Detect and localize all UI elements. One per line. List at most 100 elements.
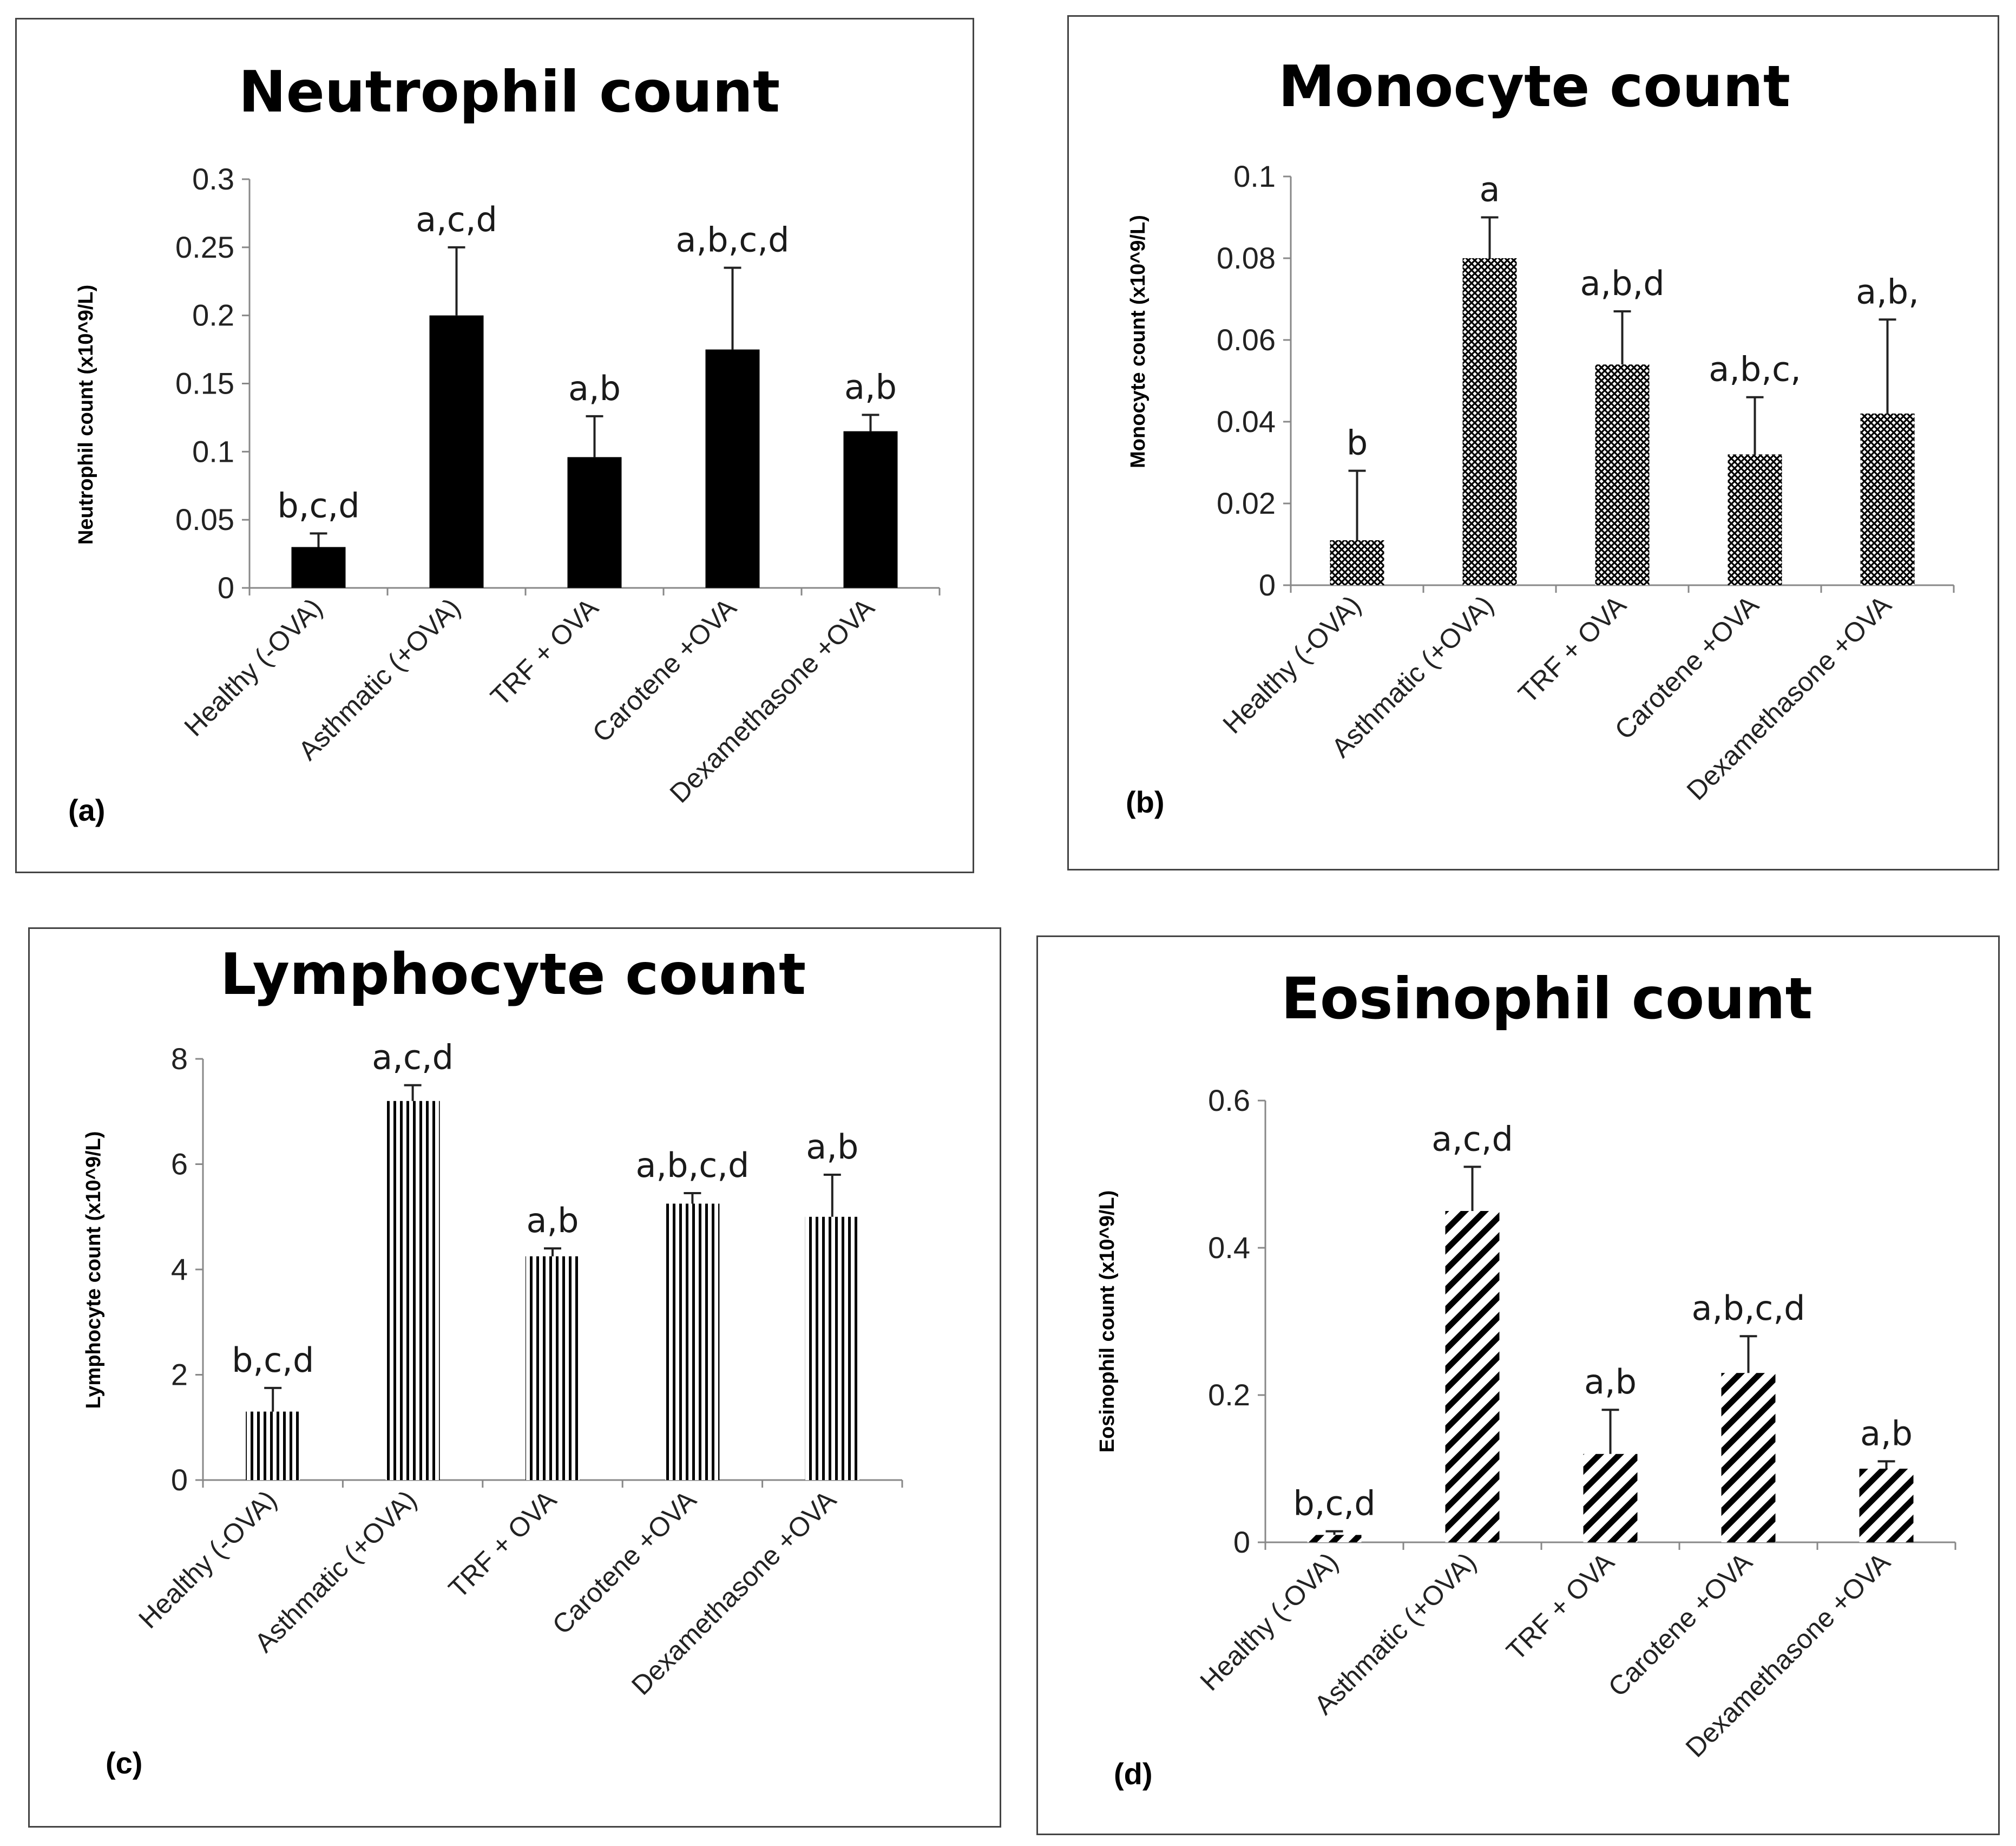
error-bar xyxy=(823,1173,841,1217)
y-tick-label: 4 xyxy=(171,1252,188,1286)
panel-label: (b) xyxy=(1126,785,1165,819)
x-tick-label: Healthy (-OVA) xyxy=(1194,1547,1344,1697)
panel-monocyte: Monocyte count (b) Monocyte count (x10^9/L… xyxy=(1067,15,1999,870)
x-tick-label: TRF + OVA xyxy=(1501,1547,1620,1666)
x-tick-label: Carotene +OVA xyxy=(547,1484,702,1640)
y-tick-label: 0.1 xyxy=(192,434,234,468)
significance-label: b,c,d xyxy=(232,1340,314,1380)
chart-title: Eosinophil count xyxy=(1281,966,1813,1032)
error-bar xyxy=(1325,1530,1343,1535)
chart-title: Neutrophil count xyxy=(239,59,780,125)
x-tick-label: TRF + OVA xyxy=(485,592,605,712)
bar xyxy=(1721,1373,1776,1542)
y-tick-label: 0.15 xyxy=(175,366,234,401)
x-tick-label: TRF + OVA xyxy=(1513,590,1632,709)
significance-label: a,b, xyxy=(1856,272,1919,311)
y-tick-label: 0.06 xyxy=(1217,323,1276,357)
y-tick-label: 0.2 xyxy=(1208,1378,1250,1412)
x-tick-label: Carotene +OVA xyxy=(1609,590,1765,745)
bar xyxy=(246,1411,300,1480)
y-tick-label: 0.4 xyxy=(1208,1230,1250,1265)
significance-label: b xyxy=(1347,423,1368,463)
bar xyxy=(705,349,760,588)
bar xyxy=(291,547,346,588)
panel-label: (c) xyxy=(106,1746,142,1780)
y-tick-label: 0.04 xyxy=(1217,404,1276,438)
significance-label: b,c,d xyxy=(277,486,359,525)
error-bar xyxy=(586,415,603,457)
significance-label: a,b,c,d xyxy=(635,1145,749,1185)
error-bar xyxy=(404,1084,422,1101)
x-tick-label: Carotene +OVA xyxy=(587,592,743,748)
error-bar xyxy=(1481,216,1499,258)
error-bar xyxy=(1877,1460,1895,1469)
error-bar xyxy=(1746,396,1764,455)
bar xyxy=(1728,454,1782,585)
chart-title: Lymphocyte count xyxy=(220,941,806,1007)
y-tick-label: 0 xyxy=(1233,1525,1250,1559)
significance-label: a,b,c, xyxy=(1709,350,1801,389)
y-tick-label: 2 xyxy=(171,1358,188,1392)
error-bar xyxy=(1601,1409,1619,1454)
bar xyxy=(385,1101,440,1480)
error-bar xyxy=(724,266,741,350)
y-tick-label: 6 xyxy=(171,1147,188,1181)
panel-label: (d) xyxy=(1114,1757,1153,1791)
significance-label: a,c,d xyxy=(416,200,497,239)
bar xyxy=(1307,1535,1362,1542)
significance-label: a,b xyxy=(1584,1362,1637,1402)
significance-label: a,b xyxy=(806,1127,858,1167)
error-bar xyxy=(862,414,879,431)
y-axis-label: Monocyte count (x10^9/L) xyxy=(1127,215,1150,468)
chart-eosinophil: Eosinophil count (d) Eosinophil count (x10… xyxy=(1096,966,1956,1791)
y-axis-label: Neutrophil count (x10^9/L) xyxy=(75,285,97,545)
bar xyxy=(1595,364,1650,585)
significance-label: a,b xyxy=(568,369,621,408)
y-tick-label: 0.02 xyxy=(1217,486,1276,520)
y-tick-label: 0.3 xyxy=(192,162,234,196)
y-axis-label: Lymphocyte count (x10^9/L) xyxy=(82,1131,105,1409)
y-tick-label: 0.08 xyxy=(1217,241,1276,275)
error-bar xyxy=(448,246,465,316)
panel-label: (a) xyxy=(68,793,105,827)
y-tick-label: 0.2 xyxy=(192,298,234,332)
y-tick-label: 0 xyxy=(171,1463,188,1497)
x-tick-label: TRF + OVA xyxy=(443,1484,562,1604)
bar xyxy=(1462,258,1517,585)
bar xyxy=(526,1256,580,1480)
significance-label: a,b,c,d xyxy=(676,220,790,260)
bar xyxy=(1859,1469,1914,1542)
y-tick-label: 0 xyxy=(218,571,234,605)
significance-label: a,b xyxy=(1860,1413,1913,1453)
bar xyxy=(429,315,484,588)
x-tick-label: Healthy (-OVA) xyxy=(133,1484,283,1634)
panel-neutrophil: Neutrophil count (a) Neutrophil count (x10… xyxy=(15,18,974,873)
y-tick-label: 0.05 xyxy=(175,502,234,536)
bar xyxy=(665,1203,720,1480)
significance-label: a xyxy=(1480,170,1500,210)
panel-lymphocyte: Lymphocyte count (c) Lymphocyte count (x10… xyxy=(28,927,1001,1828)
error-bar xyxy=(1613,310,1631,365)
panel-eosinophil: Eosinophil count (d) Eosinophil count (x10… xyxy=(1036,935,2000,1835)
significance-label: a,b xyxy=(844,367,897,407)
x-tick-label: Healthy (-OVA) xyxy=(1217,590,1367,739)
error-bar xyxy=(310,532,327,547)
x-tick-label: Healthy (-OVA) xyxy=(179,592,329,742)
chart-lymphocyte: Lymphocyte count (c) Lymphocyte count (x10… xyxy=(82,941,903,1780)
significance-label: a,b,c,d xyxy=(1692,1288,1805,1328)
y-tick-label: 0.1 xyxy=(1233,159,1276,193)
chart-neutrophil: Neutrophil count (a) Neutrophil count (x10… xyxy=(68,59,941,827)
significance-label: a,b xyxy=(526,1201,579,1240)
bar xyxy=(567,457,622,588)
bar xyxy=(1445,1211,1500,1542)
bar xyxy=(1583,1454,1638,1542)
chart-monocyte: Monocyte count (b) Monocyte count (x10^9/L… xyxy=(1126,54,1955,819)
significance-label: a,b,d xyxy=(1580,264,1664,303)
bar xyxy=(805,1216,859,1480)
x-tick-label: Carotene +OVA xyxy=(1603,1547,1758,1703)
y-axis-label: Eosinophil count (x10^9/L) xyxy=(1096,1190,1119,1453)
error-bar xyxy=(1739,1335,1757,1373)
error-bar xyxy=(1879,318,1896,414)
error-bar xyxy=(544,1247,561,1256)
chart-title: Monocyte count xyxy=(1278,54,1790,120)
